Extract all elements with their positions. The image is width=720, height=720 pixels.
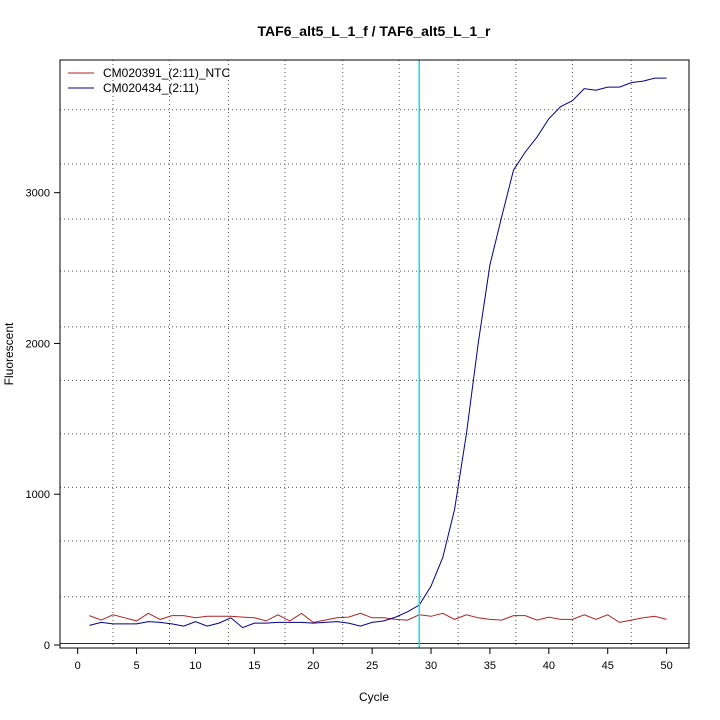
x-tick-label: 15 xyxy=(248,660,260,672)
y-tick-label: 0 xyxy=(44,640,50,652)
x-tick-label: 10 xyxy=(189,660,201,672)
y-tick-label: 1000 xyxy=(26,489,50,501)
chart-title: TAF6_alt5_L_1_f / TAF6_alt5_L_1_r xyxy=(258,23,491,39)
x-tick-label: 50 xyxy=(660,660,672,672)
series-line-2 xyxy=(89,77,667,629)
legend-label-1: CM020391_(2:11)_NTC xyxy=(103,66,231,80)
series-layer xyxy=(89,77,667,629)
x-axis-label: Cycle xyxy=(359,690,389,704)
x-tick-label: 40 xyxy=(543,660,555,672)
x-tick-label: 35 xyxy=(484,660,496,672)
x-axis: 0 5 10 15 20 25 30 35 40 45 50 xyxy=(75,647,673,672)
x-tick-label: 20 xyxy=(307,660,319,672)
y-tick-label: 2000 xyxy=(26,338,50,350)
series-line-1 xyxy=(89,612,667,623)
x-tick-label: 30 xyxy=(425,660,437,672)
y-tick-label: 3000 xyxy=(26,188,50,200)
x-tick-label: 25 xyxy=(366,660,378,672)
x-tick-label: 5 xyxy=(134,660,140,672)
grid-layer xyxy=(60,60,689,648)
x-tick-label: 45 xyxy=(602,660,614,672)
x-tick-label: 0 xyxy=(75,660,81,672)
y-axis: 0 1000 2000 3000 xyxy=(26,188,61,652)
legend-label-2: CM020434_(2:11) xyxy=(103,81,199,95)
y-axis-label: Fluorescent xyxy=(2,322,16,385)
